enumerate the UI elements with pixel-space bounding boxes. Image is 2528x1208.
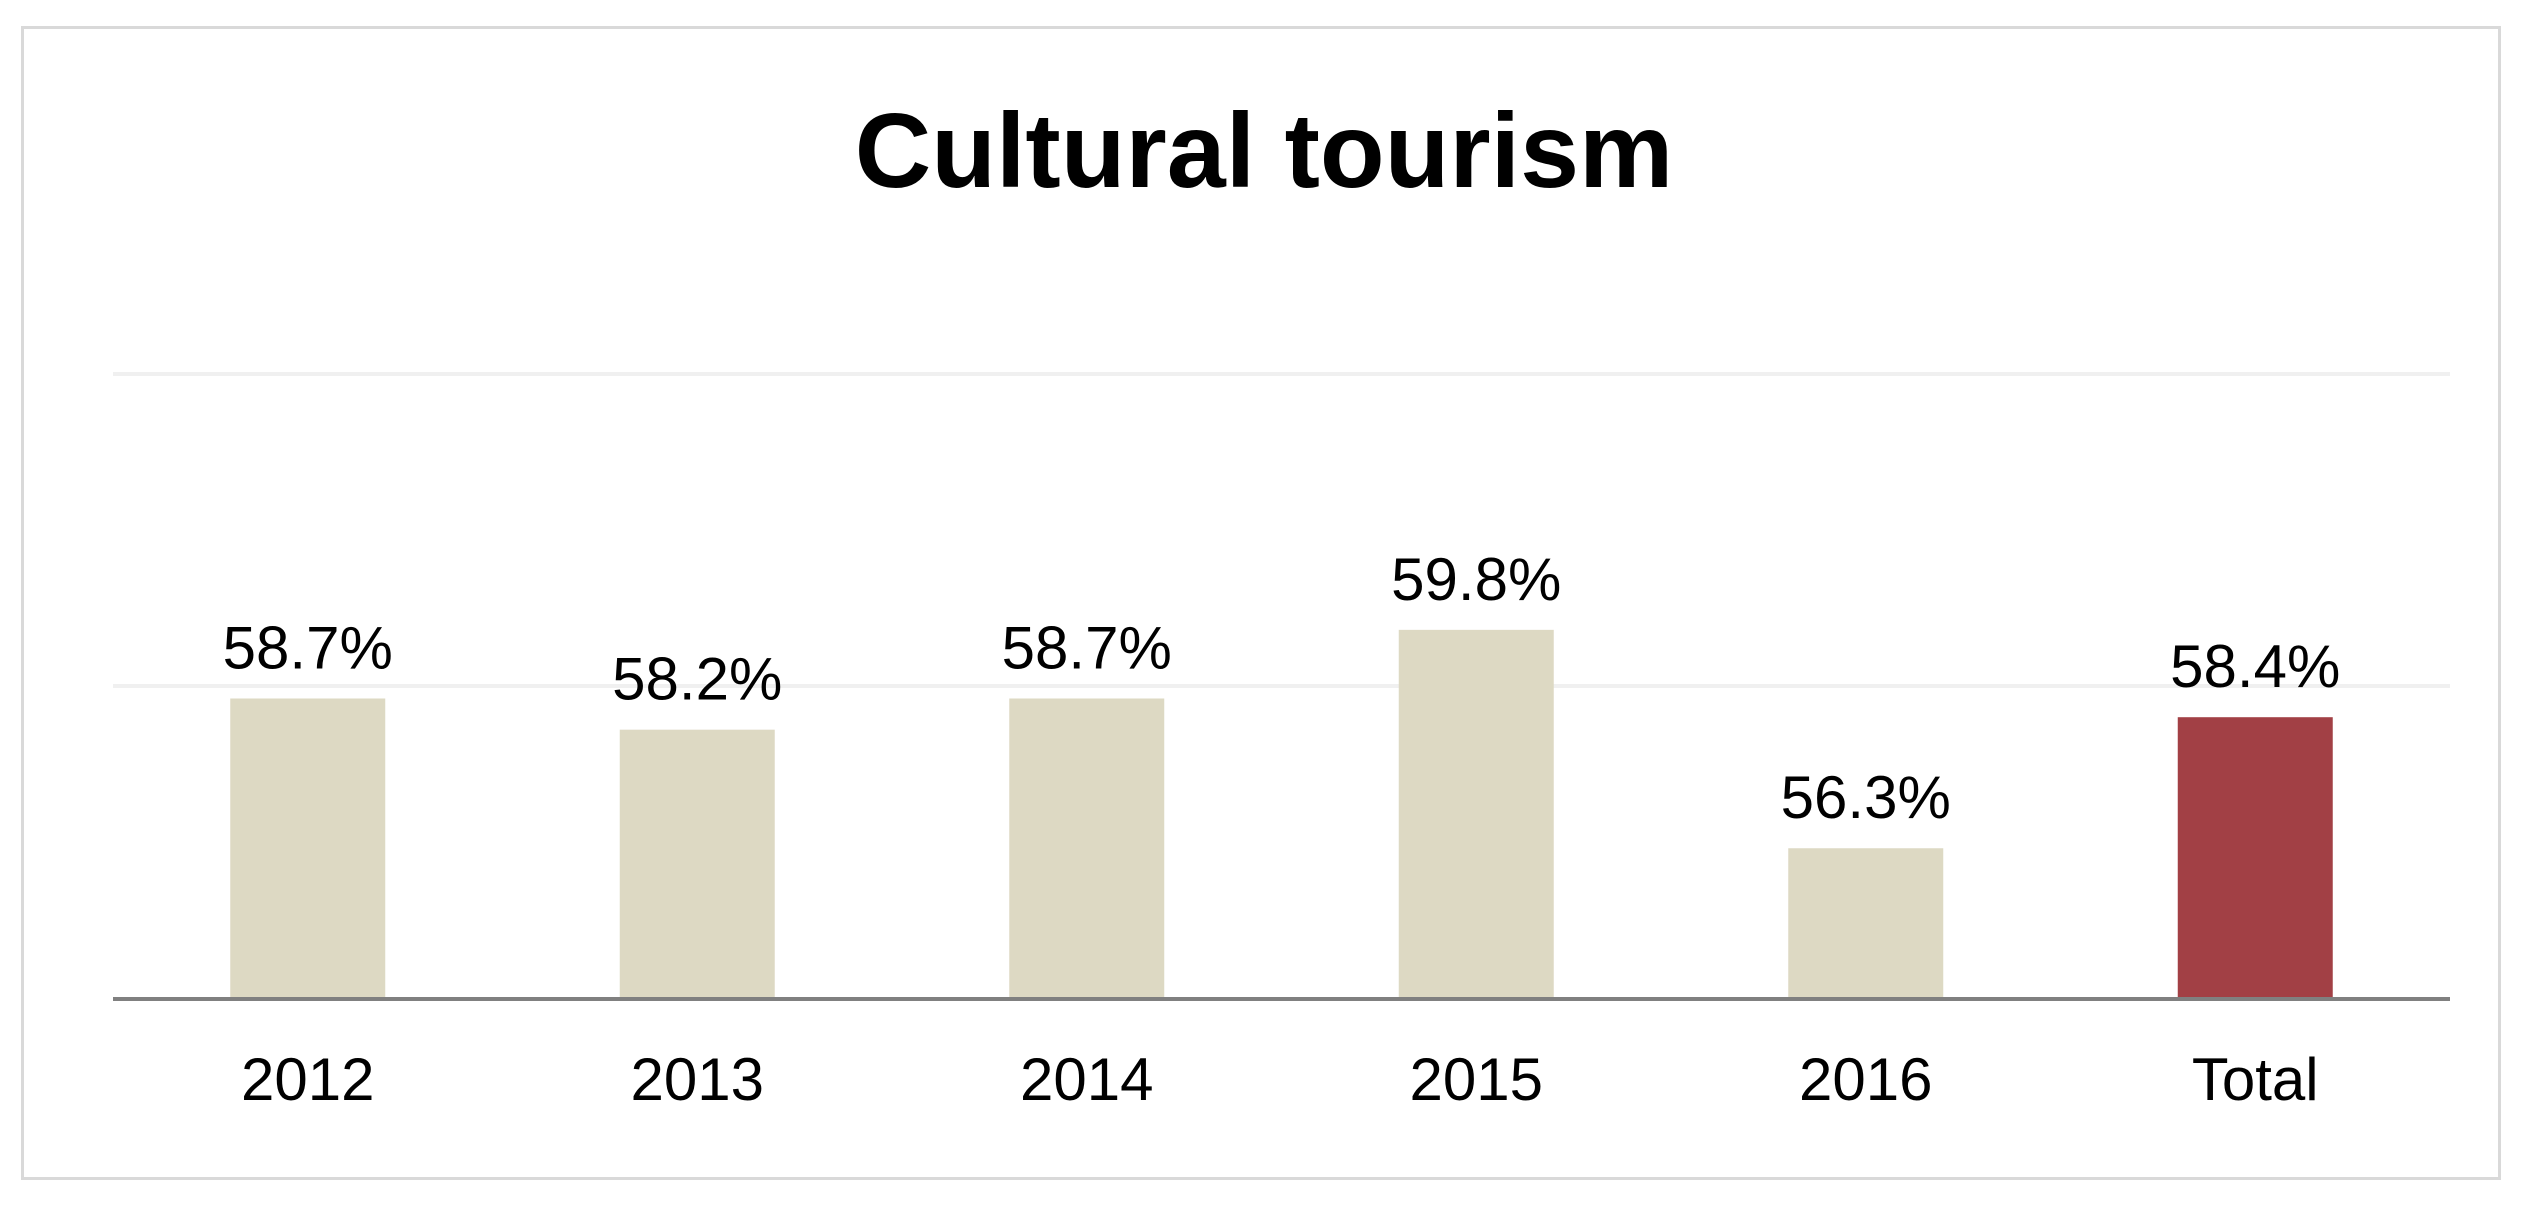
data-label-2012: 58.7% [223,614,393,681]
bar-2012 [230,698,386,998]
x-tick-labels: 2012 2013 2014 2015 2016 Total [241,1046,2319,1113]
bar-2015 [1398,629,1554,998]
data-label-2015: 59.8% [1391,546,1561,613]
bar-total [2177,717,2333,998]
x-tick-label-total: Total [2192,1046,2319,1113]
data-label-2013: 58.2% [612,646,782,713]
gridlines [113,372,2450,688]
data-label-2016: 56.3% [1781,764,1951,831]
data-labels: 58.7% 58.2% 58.7% 59.8% 56.3% 58.4% [223,546,2341,831]
x-tick-label-2012: 2012 [241,1046,374,1113]
chart-title: Cultural tourism [854,92,1674,210]
x-tick-label-2015: 2015 [1410,1046,1543,1113]
bar-2016 [1788,848,1944,998]
data-label-2014: 58.7% [1002,614,1172,681]
data-label-total: 58.4% [2170,633,2340,700]
bars [230,629,2333,998]
bar-2014 [1009,698,1165,998]
x-tick-label-2013: 2013 [631,1046,764,1113]
x-tick-label-2016: 2016 [1799,1046,1932,1113]
x-tick-label-2014: 2014 [1020,1046,1153,1113]
bar-2013 [619,729,775,998]
chart-frame [21,26,2501,1180]
